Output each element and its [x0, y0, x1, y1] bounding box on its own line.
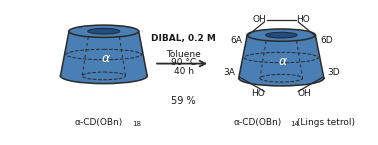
Text: HO: HO — [296, 15, 310, 24]
Ellipse shape — [239, 70, 324, 86]
Text: α: α — [101, 52, 110, 65]
Ellipse shape — [247, 29, 315, 41]
Text: α-CD(OBn): α-CD(OBn) — [233, 118, 282, 127]
Text: 6D: 6D — [320, 36, 333, 45]
Text: α: α — [279, 55, 287, 68]
Text: 14: 14 — [291, 121, 299, 127]
Text: α-CD(OBn): α-CD(OBn) — [74, 118, 122, 127]
Text: OH: OH — [253, 15, 266, 24]
Polygon shape — [60, 31, 147, 76]
Text: 59 %: 59 % — [171, 96, 196, 106]
Ellipse shape — [69, 25, 139, 37]
Ellipse shape — [60, 68, 147, 84]
Text: 3D: 3D — [327, 68, 340, 77]
Text: Toluene: Toluene — [166, 50, 201, 59]
Text: 3A: 3A — [224, 68, 235, 77]
Text: 18: 18 — [132, 121, 141, 127]
Ellipse shape — [88, 28, 120, 34]
Ellipse shape — [266, 32, 297, 38]
Text: HO: HO — [251, 89, 265, 98]
Text: (Lings tetrol): (Lings tetrol) — [294, 118, 355, 127]
Text: OH: OH — [297, 89, 311, 98]
Polygon shape — [239, 35, 324, 78]
Text: 90 °C: 90 °C — [171, 58, 196, 67]
Text: 40 h: 40 h — [174, 67, 194, 76]
Text: DIBAL, 0.2 M: DIBAL, 0.2 M — [151, 35, 216, 44]
Text: 6A: 6A — [231, 36, 243, 45]
